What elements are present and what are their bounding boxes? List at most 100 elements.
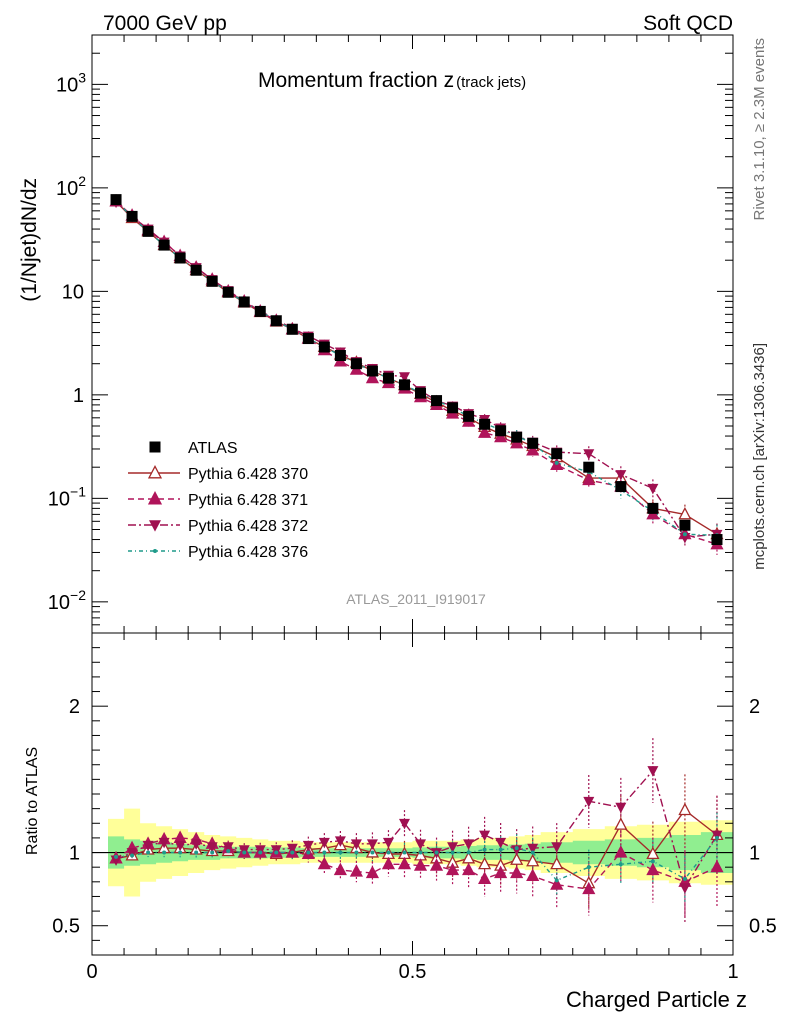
mcplots-reference-label: mcplots.cern.ch [arXiv:1306.3436]: [751, 343, 768, 570]
data-point-pythia-6-428-372: [615, 470, 627, 481]
ratio-point-pythia-6-428-371: [462, 862, 476, 876]
ratio-point-pythia-6-428-372: [206, 842, 218, 853]
ratio-y-tick-label-right: 0.5: [749, 916, 777, 938]
ratio-y-tick-label: 2: [69, 696, 80, 718]
ratio-point-pythia-6-428-376: [650, 859, 655, 864]
data-point-pythia-6-428-371: [478, 425, 492, 438]
series-line-3: [115, 201, 718, 539]
legend-marker: [153, 549, 157, 553]
data-point-atlas: [190, 264, 202, 276]
ratio-point-pythia-6-428-372: [511, 845, 523, 856]
ratio-point-pythia-6-428-376: [418, 850, 423, 855]
ratio-point-pythia-6-428-371: [317, 856, 331, 870]
ratio-point-pythia-6-428-376: [682, 876, 687, 881]
ratio-point-pythia-6-428-372: [286, 843, 298, 855]
ratio-point-pythia-6-428-371: [478, 871, 492, 884]
y-tick-label: 1: [73, 385, 84, 407]
legend-item: ATLAS: [149, 440, 238, 457]
ratio-point-pythia-6-428-376: [194, 850, 199, 855]
data-point-pythia-6-428-376: [554, 460, 559, 465]
y-tick-label: 10: [62, 281, 84, 303]
data-point-atlas: [551, 448, 563, 460]
data-point-atlas: [583, 461, 595, 473]
ratio-point-pythia-6-428-371: [349, 864, 363, 877]
ratio-point-pythia-6-428-376: [554, 878, 559, 883]
ratio-point-pythia-6-428-370: [646, 846, 660, 860]
main-y-axis-label: (1/Njet)dN/dz: [18, 178, 41, 302]
ratio-point-pythia-6-428-371: [429, 858, 444, 871]
ratio-point-pythia-6-428-371: [494, 865, 508, 879]
ratio-point-pythia-6-428-371: [365, 865, 380, 879]
chart-title: Momentum fraction z (track jets): [258, 69, 526, 92]
ratio-point-pythia-6-428-376: [714, 835, 719, 840]
ratio-point-pythia-6-428-376: [306, 850, 311, 855]
y-tick-base: 10: [56, 178, 78, 200]
ratio-point-pythia-6-428-371: [333, 862, 347, 876]
ratio-point-pythia-6-428-371: [510, 865, 524, 879]
energy-label: 7000 GeV pp: [103, 12, 227, 35]
analysis-label: ATLAS_2011_I919017: [346, 591, 486, 607]
ratio-line-2: [115, 837, 718, 890]
legend-item: Pythia 6.428 372: [128, 518, 308, 535]
process-label: Soft QCD: [643, 12, 733, 35]
data-point-atlas: [318, 341, 330, 353]
data-point-atlas: [110, 194, 122, 206]
ratio-point-pythia-6-428-376: [386, 850, 391, 855]
ratio-point-pythia-6-428-371: [381, 856, 396, 870]
ratio-point-pythia-6-428-376: [482, 847, 487, 852]
y-tick-exponent: 3: [78, 69, 86, 85]
ratio-point-pythia-6-428-371: [413, 858, 428, 871]
data-point-atlas: [158, 239, 170, 251]
y-tick-exponent: 2: [78, 173, 86, 189]
y-tick-label: 10−2: [48, 587, 86, 614]
ratio-point-pythia-6-428-376: [162, 850, 167, 855]
ratio-point-pythia-6-428-370: [526, 853, 540, 867]
ratio-point-pythia-6-428-372: [318, 837, 330, 849]
legend-marker-atlas: [149, 441, 161, 453]
x-tick-label: 0: [86, 961, 97, 983]
ratio-point-pythia-6-428-376: [290, 850, 295, 855]
legend-marker: [147, 491, 163, 505]
rivet-version-label: Rivet 3.1.10, ≥ 2.3M events: [751, 38, 768, 221]
x-tick-label: 1: [727, 961, 738, 983]
ratio-point-pythia-6-428-371: [646, 862, 660, 876]
ratio-y-tick-label-right: 2: [749, 696, 760, 718]
legend-item: Pythia 6.428 370: [128, 465, 308, 483]
ratio-point-pythia-6-428-372: [551, 842, 563, 853]
legend-label: Pythia 6.428 372: [188, 518, 308, 535]
data-point-pythia-6-428-371: [582, 472, 596, 486]
ratio-point-pythia-6-428-372: [126, 848, 138, 859]
ratio-point-pythia-6-428-372: [302, 840, 314, 852]
ratio-point-pythia-6-428-371: [397, 856, 412, 870]
ratio-point-pythia-6-428-376: [274, 850, 279, 855]
data-point-atlas: [447, 402, 459, 414]
data-point-atlas: [206, 275, 218, 287]
ratio-point-pythia-6-428-376: [146, 850, 151, 855]
ratio-point-pythia-6-428-376: [258, 850, 263, 855]
ratio-y-tick-label-right: 1: [749, 843, 760, 865]
data-point-atlas: [398, 379, 410, 391]
ratio-point-pythia-6-428-376: [322, 850, 327, 855]
data-point-atlas: [302, 333, 314, 345]
data-point-atlas: [527, 437, 539, 449]
ratio-point-pythia-6-428-372: [527, 843, 539, 855]
data-point-atlas: [174, 252, 186, 264]
data-point-atlas: [679, 519, 691, 531]
ratio-point-pythia-6-428-372: [382, 837, 394, 849]
data-point-pythia-6-428-372: [647, 483, 659, 495]
legend-item: Pythia 6.428 376: [128, 544, 308, 561]
ratio-point-pythia-6-428-372: [142, 840, 154, 852]
ratio-point-pythia-6-428-371: [550, 877, 564, 890]
ratio-point-pythia-6-428-372: [415, 839, 427, 850]
ratio-point-pythia-6-428-376: [354, 850, 359, 855]
y-tick-exponent: −2: [70, 587, 86, 603]
ratio-point-pythia-6-428-376: [242, 850, 247, 855]
data-point-atlas: [254, 305, 266, 317]
data-point-pythia-6-428-372: [583, 449, 595, 460]
ratio-point-pythia-6-428-376: [130, 853, 135, 858]
ratio-point-pythia-6-428-372: [158, 837, 170, 849]
ratio-frame: [91, 632, 734, 956]
ratio-point-pythia-6-428-376: [466, 850, 471, 855]
